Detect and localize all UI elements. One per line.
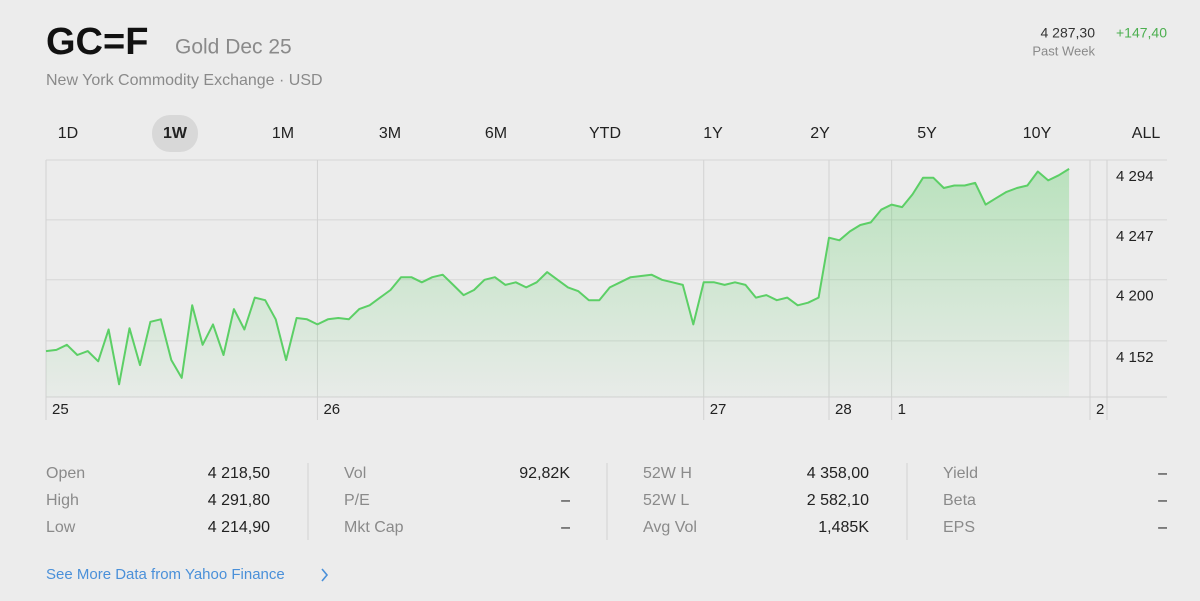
range-tab[interactable]: 1W bbox=[163, 125, 188, 142]
stat-label: Yield bbox=[943, 465, 978, 482]
price-line bbox=[45, 168, 1070, 386]
chart: 4 152 4 200 4 247 4 294 25 26 27 28 1 2 bbox=[45, 159, 1167, 420]
change: +147,40 bbox=[1116, 25, 1167, 41]
stat-value: 4 218,50 bbox=[208, 465, 270, 482]
stat-value: 4 291,80 bbox=[208, 492, 270, 509]
stat-value: 4 358,00 bbox=[807, 465, 869, 482]
y-tick-label: 4 247 bbox=[1116, 228, 1154, 245]
stat-label: High bbox=[46, 492, 79, 509]
symbol: GC=F bbox=[46, 21, 148, 63]
stat-label: Beta bbox=[943, 492, 976, 509]
range-tab[interactable]: YTD bbox=[589, 125, 621, 142]
stat-label: 52W L bbox=[643, 492, 689, 509]
chevron bbox=[321, 568, 329, 582]
range-tab[interactable]: 2Y bbox=[810, 125, 830, 142]
stat-label: Mkt Cap bbox=[344, 519, 404, 536]
range-tab[interactable]: 5Y bbox=[917, 125, 937, 142]
x-tick-label: 25 bbox=[52, 401, 69, 418]
stat-label: Low bbox=[46, 519, 76, 536]
x-tick-label: 28 bbox=[835, 401, 852, 418]
stat-label: EPS bbox=[943, 519, 975, 536]
tab-highlight bbox=[152, 115, 198, 152]
stat-label: 52W H bbox=[643, 465, 692, 482]
x-tick-label: 27 bbox=[710, 401, 727, 418]
range-tab[interactable]: 1M bbox=[272, 125, 294, 142]
stat-label: Vol bbox=[344, 465, 366, 482]
exchange: New York Commodity Exchange · USD bbox=[46, 72, 323, 89]
yahoo-link[interactable]: See More Data from Yahoo Finance bbox=[46, 566, 285, 583]
y-tick-label: 4 152 bbox=[1116, 349, 1154, 366]
stat-value: – bbox=[1158, 519, 1167, 536]
stat-value: – bbox=[561, 492, 570, 509]
range-tab[interactable]: 6M bbox=[485, 125, 507, 142]
stat-value: 92,82K bbox=[519, 465, 570, 482]
range-tab[interactable]: 1D bbox=[58, 125, 78, 142]
stats: Open 4 218,50 High 4 291,80 Low 4 214,90 Vol 92… bbox=[46, 463, 1167, 540]
x-tick-label: 1 bbox=[898, 401, 906, 418]
price: 4 287,30 bbox=[1041, 25, 1096, 41]
period: Past Week bbox=[1032, 43, 1095, 58]
stat-label: P/E bbox=[344, 492, 370, 509]
range-tab[interactable]: 10Y bbox=[1023, 125, 1052, 142]
stat-value: – bbox=[561, 519, 570, 536]
stat-label: Avg Vol bbox=[643, 519, 697, 536]
stat-value: 4 214,90 bbox=[208, 519, 270, 536]
security-name: Gold Dec 25 bbox=[175, 36, 292, 59]
stat-value: 1,485K bbox=[818, 519, 869, 536]
stat-label: Open bbox=[46, 465, 85, 482]
x-tick-label: 26 bbox=[323, 401, 340, 418]
range-tab[interactable]: ALL bbox=[1132, 125, 1161, 142]
y-tick-label: 4 200 bbox=[1116, 288, 1154, 305]
range-tabs: 1D 1W 1M 3M 6M YTD 1Y 2Y 5Y 10Y ALL bbox=[58, 115, 1161, 152]
range-tab[interactable]: 1Y bbox=[703, 125, 723, 142]
y-tick-label: 4 294 bbox=[1116, 168, 1154, 185]
x-tick-label: 2 bbox=[1096, 401, 1104, 418]
range-tab[interactable]: 3M bbox=[379, 125, 401, 142]
area bbox=[46, 168, 1070, 397]
stat-value: 2 582,10 bbox=[807, 492, 869, 509]
stat-value: – bbox=[1158, 492, 1167, 509]
stat-value: – bbox=[1158, 465, 1167, 482]
